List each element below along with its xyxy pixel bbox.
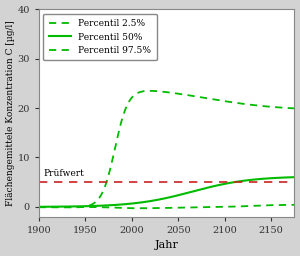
Y-axis label: Flächengemittele Konzentration C [µg/l]: Flächengemittele Konzentration C [µg/l] bbox=[6, 20, 15, 206]
Text: Prüfwert: Prüfwert bbox=[44, 169, 84, 178]
X-axis label: Jahr: Jahr bbox=[155, 240, 178, 250]
Legend: Percentil 2.5%, Percentil 50%, Percentil 97.5%: Percentil 2.5%, Percentil 50%, Percentil… bbox=[43, 14, 157, 60]
